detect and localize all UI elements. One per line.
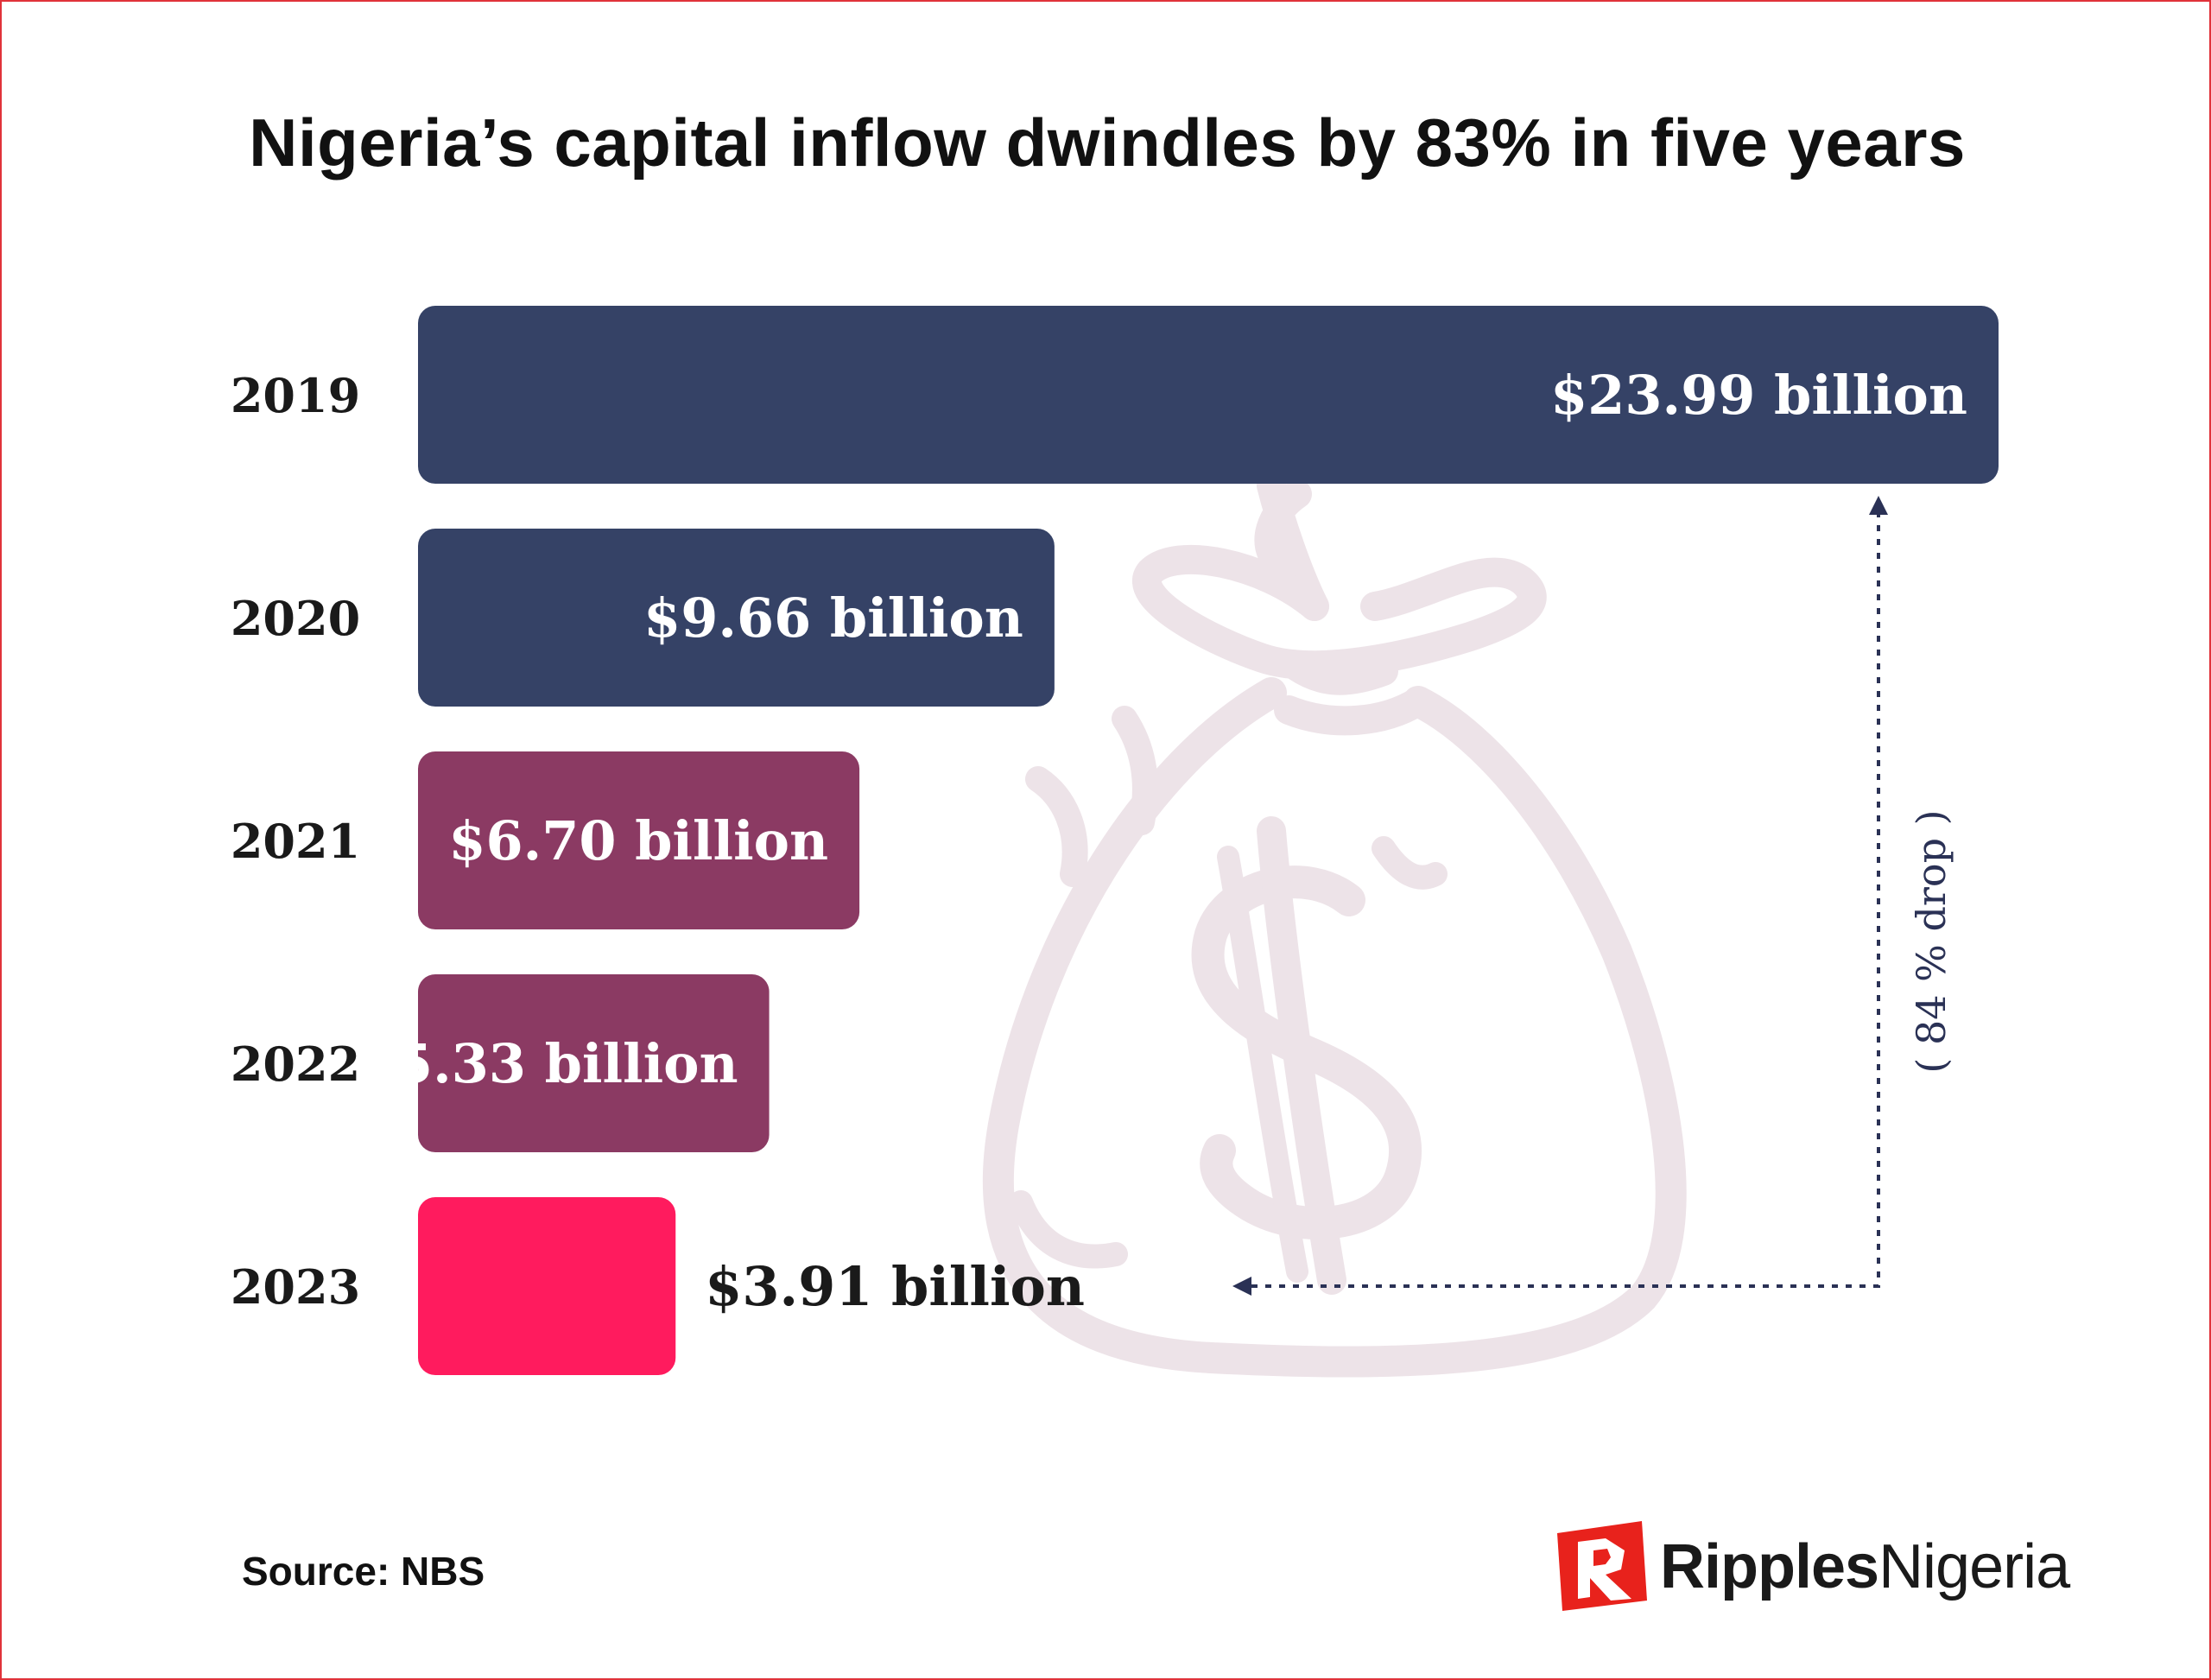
bar bbox=[418, 306, 1999, 484]
drop-arrow bbox=[1232, 496, 1888, 1296]
arrow-head-left bbox=[1232, 1277, 1251, 1296]
bar bbox=[418, 1197, 676, 1375]
bars-group: 2019 $23.99 billion 2020 $9.66 billion 2021 $… bbox=[231, 306, 1999, 1375]
category-label: 2019 bbox=[231, 368, 360, 423]
brand-name-nigeria: Nigeria bbox=[1878, 1532, 2070, 1601]
value-label: $6.70 billion bbox=[448, 809, 828, 872]
value-label: $3.91 billion bbox=[705, 1255, 1085, 1318]
value-label: $23.99 billion bbox=[1550, 364, 1967, 427]
value-label: $9.66 billion bbox=[643, 586, 1023, 650]
bar bbox=[418, 529, 1055, 707]
chart-title: Nigeria’s capital inflow dwindles by 83%… bbox=[249, 105, 1966, 181]
category-label: 2020 bbox=[231, 591, 360, 646]
value-label: $5.33 billion bbox=[358, 1032, 738, 1095]
drop-arrow-line bbox=[1243, 511, 1880, 1288]
bar bbox=[418, 751, 860, 929]
bar bbox=[418, 974, 770, 1152]
brand-name: RipplesNigeria bbox=[1660, 1531, 2070, 1602]
category-label: 2021 bbox=[231, 814, 360, 869]
drop-annotation: ( 84 % drop ) bbox=[1908, 809, 1954, 1073]
category-label: 2023 bbox=[231, 1259, 360, 1315]
source-note: Source: NBS bbox=[242, 1549, 485, 1594]
brand-name-ripples: Ripples bbox=[1660, 1532, 1879, 1601]
arrow-head-up bbox=[1869, 496, 1888, 515]
ripples-logo-icon bbox=[1557, 1521, 1647, 1611]
category-label: 2022 bbox=[231, 1037, 360, 1092]
money-bag-icon bbox=[982, 471, 1687, 1378]
